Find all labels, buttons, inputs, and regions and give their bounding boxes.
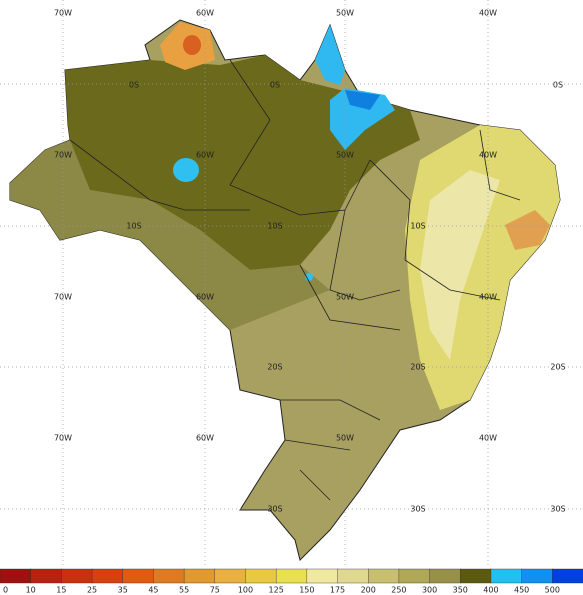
- grid-label: 30S: [410, 505, 425, 514]
- grid-label: 30S: [550, 505, 565, 514]
- graticule: [0, 0, 583, 568]
- colorbar-swatch: [460, 568, 492, 584]
- colorbar-swatch: [0, 568, 32, 584]
- colorbar-swatch: [368, 568, 400, 584]
- colorbar-swatch: [61, 568, 93, 584]
- colorbar-label: 175: [330, 586, 345, 595]
- grid-label: 0S: [270, 81, 280, 90]
- region-olive: [10, 140, 330, 330]
- grid-label: 70W: [54, 293, 72, 302]
- colorbar-label: 250: [391, 586, 406, 595]
- grid-label: 60W: [196, 434, 214, 443]
- colorbar-label: 500: [545, 586, 560, 595]
- grid-label: 40W: [479, 9, 497, 18]
- grid-label: 60W: [196, 293, 214, 302]
- grid-label: 20S: [410, 363, 425, 372]
- colorbar-swatch: [490, 568, 523, 584]
- colorbar-label: 200: [361, 586, 376, 595]
- grid-label: 50W: [336, 434, 354, 443]
- grid-label: 10S: [267, 222, 282, 231]
- colorbar-label: 55: [179, 586, 189, 595]
- grid-label: 40W: [479, 434, 497, 443]
- colorbar-label: 400: [483, 586, 498, 595]
- grid-labels: 70W 60W 50W 40W 0S 0S 0S 70W 60W 50W 40W 10S 10S 10S 7…: [54, 9, 566, 514]
- colorbar-label: 45: [148, 586, 158, 595]
- region-red-north: [183, 35, 201, 55]
- colorbar-label: 10: [26, 586, 36, 595]
- grid-label: 50W: [336, 9, 354, 18]
- colorbar-swatch: [183, 568, 216, 584]
- grid-label: 10S: [126, 222, 141, 231]
- colorbar-swatch: [91, 568, 124, 584]
- region-blue-spot: [173, 158, 199, 182]
- grid-label: 40W: [479, 293, 497, 302]
- colorbar-swatch: [398, 568, 431, 584]
- region-deep-blue: [345, 90, 380, 110]
- grid-label: 0S: [553, 81, 563, 90]
- region-pale: [420, 170, 500, 360]
- colorbar: 0 10 15 25 35 45 55 75 100 125 150 175 200 250 300 350 4…: [0, 568, 583, 595]
- grid-label: 70W: [54, 151, 72, 160]
- region-orange-east: [505, 210, 550, 250]
- colorbar-swatch: [153, 568, 185, 584]
- grid-label: 20S: [267, 363, 282, 372]
- colorbar-label: 300: [422, 586, 437, 595]
- colorbar-label: 75: [210, 586, 220, 595]
- colorbar-swatch: [521, 568, 554, 584]
- state-borders: [69, 59, 521, 501]
- grid-label: 50W: [336, 151, 354, 160]
- colorbar-swatch: [552, 568, 583, 584]
- grid-label: 40W: [479, 151, 497, 160]
- grid-label: 70W: [54, 434, 72, 443]
- grid-label: 60W: [196, 9, 214, 18]
- colorbar-swatch: [337, 568, 369, 584]
- grid-label: 10S: [410, 222, 425, 231]
- region-blue-north: [315, 25, 395, 150]
- grid-label: 0S: [129, 81, 139, 90]
- colorbar-label: 450: [514, 586, 529, 595]
- colorbar-label: 150: [299, 586, 314, 595]
- map: [9, 19, 561, 561]
- colorbar-swatch: [122, 568, 155, 584]
- colorbar-swatch: [245, 568, 277, 584]
- colorbar-swatch: [214, 568, 247, 584]
- grid-label: 70W: [54, 9, 72, 18]
- grid-label: 50W: [336, 293, 354, 302]
- grid-label: 60W: [196, 151, 214, 160]
- colorbar-label: 35: [118, 586, 128, 595]
- colorbar-label: 350: [453, 586, 468, 595]
- colorbar-label: 25: [87, 586, 97, 595]
- colorbar-label: 0: [3, 586, 8, 595]
- grid-label: 30S: [267, 505, 282, 514]
- colorbar-label: 100: [238, 586, 253, 595]
- colorbar-swatch: [429, 568, 461, 584]
- colorbar-label: 125: [269, 586, 284, 595]
- region-blue-spot: [305, 273, 313, 281]
- colorbar-swatch: [275, 568, 308, 584]
- colorbar-swatch: [306, 568, 339, 584]
- colorbar-label: 15: [56, 586, 66, 595]
- colorbar-swatch: [30, 568, 63, 584]
- grid-label: 20S: [550, 363, 565, 372]
